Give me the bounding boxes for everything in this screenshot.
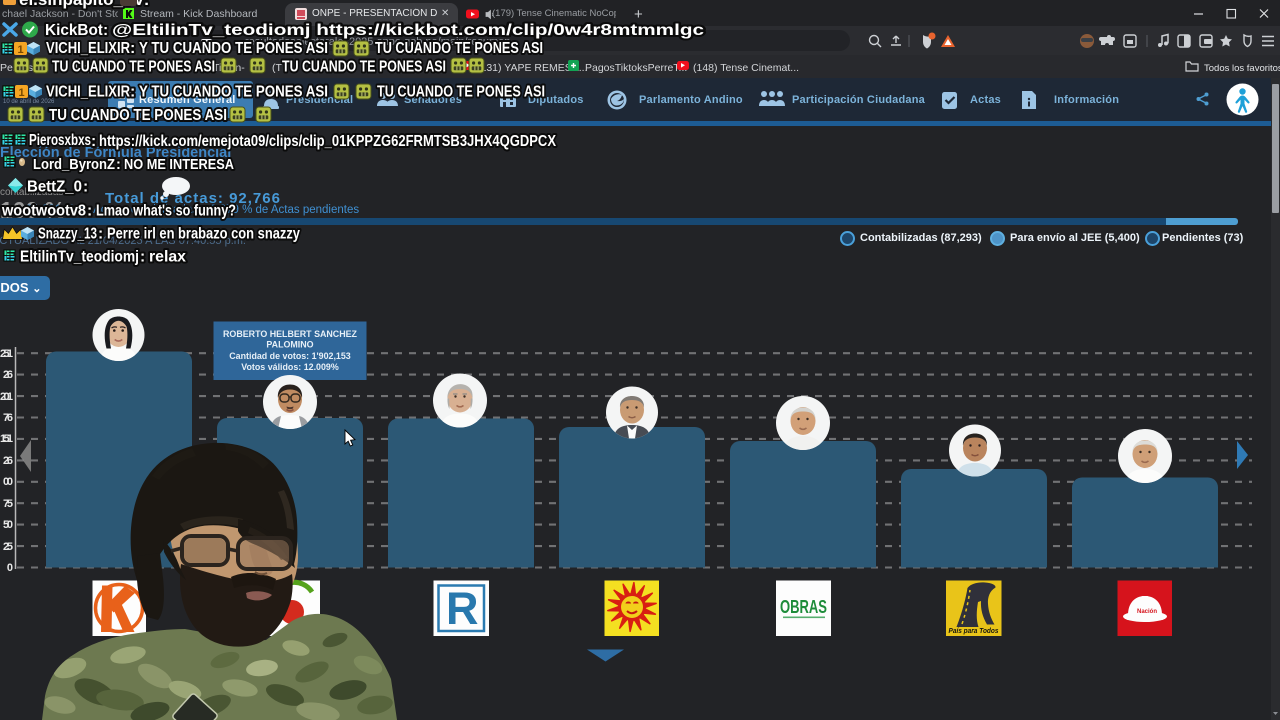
svg-text:Lord_ByronZ: Lord_ByronZ [33, 157, 115, 173]
svg-text:el.sinpapito_TV:: el.sinpapito_TV: [19, 0, 149, 9]
svg-text::: : [98, 226, 103, 243]
svg-text::: : [83, 179, 88, 196]
svg-text:País para Todos: País para Todos [949, 628, 999, 635]
svg-text:Pierosxbxs: Pierosxbxs [29, 132, 91, 149]
svg-text:wootwootv8: wootwootv8 [1, 203, 86, 220]
svg-text:PALOMINO: PALOMINO [266, 340, 313, 350]
svg-text::: : [91, 133, 96, 150]
svg-text:00: 00 [3, 476, 13, 488]
svg-text:151: 151 [0, 433, 13, 445]
svg-text:75: 75 [3, 498, 13, 510]
svg-text:Votos válidos: 12.009%: Votos válidos: 12.009% [241, 362, 339, 372]
svg-text:OBRAS: OBRAS [780, 597, 827, 617]
svg-text:26: 26 [3, 455, 13, 467]
svg-text:76: 76 [3, 412, 13, 424]
svg-text:201: 201 [0, 391, 13, 403]
svg-text:25: 25 [3, 541, 13, 553]
svg-text:ROBERTO HELBERT SANCHEZ: ROBERTO HELBERT SANCHEZ [223, 329, 358, 339]
svg-text::: : [116, 157, 121, 173]
svg-text:TU CUANDO TE PONES ASI: TU CUANDO TE PONES ASI [282, 59, 446, 76]
svg-text:0: 0 [7, 562, 13, 574]
svg-text:Snazzy_13: Snazzy_13 [38, 226, 97, 243]
svg-text:Y TU CUANDO TE PONES ASI: Y TU CUANDO TE PONES ASI [139, 40, 328, 57]
svg-text::: : [140, 249, 145, 266]
svg-text:VICHI_ELIXIR: VICHI_ELIXIR [46, 40, 130, 57]
svg-text::: : [130, 84, 135, 101]
svg-text::: : [130, 40, 135, 57]
svg-text:TU CUANDO TE PONES ASI: TU CUANDO TE PONES ASI [49, 107, 227, 124]
svg-text:26: 26 [3, 369, 13, 381]
svg-text:NO ME INTERESA: NO ME INTERESA [124, 157, 234, 173]
svg-text:TU CUANDO TE PONES ASI: TU CUANDO TE PONES ASI [375, 40, 543, 57]
svg-text:Lmao what's so funny?: Lmao what's so funny? [96, 203, 236, 220]
svg-text:@EltilinTv_teodiomj https://ki: @EltilinTv_teodiomj https://kickbot.com/… [112, 22, 704, 39]
svg-text:251: 251 [0, 348, 13, 360]
svg-text:BettZ_0: BettZ_0 [27, 179, 82, 196]
svg-text:EltilinTv_teodiomj: EltilinTv_teodiomj [20, 249, 139, 266]
svg-text:Nación: Nación [1137, 609, 1157, 615]
svg-text:Perre irl en brabazo con snazz: Perre irl en brabazo con snazzy [107, 226, 300, 243]
svg-text:relax: relax [149, 249, 186, 266]
svg-text::: : [103, 22, 108, 39]
svg-text:Cantidad de votos: 1'902,153: Cantidad de votos: 1'902,153 [229, 351, 351, 361]
svg-text::: : [87, 203, 92, 220]
svg-text:50: 50 [3, 519, 13, 531]
svg-text:Y TU CUANDO TE PONES ASI: Y TU CUANDO TE PONES ASI [139, 84, 328, 101]
svg-text:TU CUANDO TE PONES ASI: TU CUANDO TE PONES ASI [52, 59, 215, 76]
svg-text:R: R [446, 583, 479, 634]
svg-text:https://kick.com/emejota09/cli: https://kick.com/emejota09/clips/clip_01… [99, 133, 557, 150]
svg-text:VICHI_ELIXIR: VICHI_ELIXIR [46, 84, 130, 101]
svg-text:TU CUANDO TE PONES ASI: TU CUANDO TE PONES ASI [377, 84, 545, 101]
svg-text:KickBot: KickBot [45, 22, 103, 39]
